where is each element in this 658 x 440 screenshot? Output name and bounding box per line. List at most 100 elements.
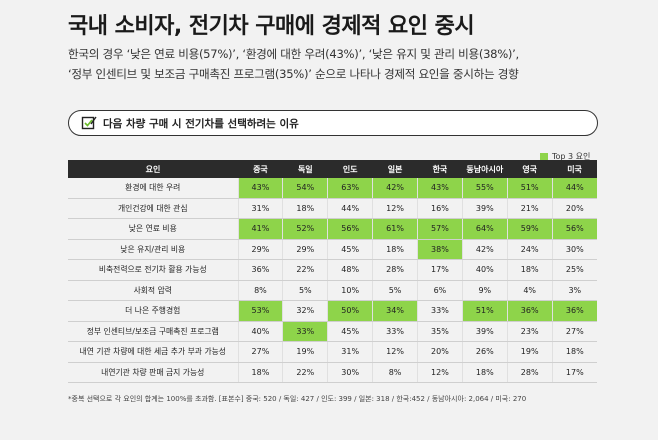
top3-value-cell: 43%	[237, 178, 283, 199]
legend-label: Top 3 요인	[552, 152, 591, 161]
top3-value-cell: 54%	[282, 178, 328, 199]
top3-value-cell: 36%	[506, 300, 553, 322]
top3-value-cell: 55%	[461, 178, 508, 199]
value-cell: 28%	[372, 259, 418, 281]
top3-value-cell: 51%	[506, 178, 553, 199]
value-cell: 18%	[282, 198, 328, 219]
value-cell: 18%	[551, 341, 597, 363]
value-cell: 12%	[372, 341, 418, 363]
value-cell: 24%	[506, 239, 553, 260]
column-header: 독일	[282, 160, 328, 178]
legend-swatch	[540, 152, 548, 161]
table-header-row: 요인 중국 독일 인도 일본 한국 동남아시아 영국 미국	[68, 160, 597, 178]
top3-value-cell: 63%	[327, 178, 373, 199]
top3-value-cell: 44%	[551, 178, 597, 199]
value-cell: 18%	[237, 362, 283, 383]
top3-value-cell: 50%	[327, 300, 373, 322]
top3-value-cell: 52%	[282, 218, 328, 240]
value-cell: 44%	[327, 198, 373, 219]
value-cell: 3%	[551, 280, 597, 301]
value-cell: 31%	[327, 341, 373, 363]
row-label: 내연기관 차량 판매 금지 가능성	[68, 362, 238, 383]
value-cell: 23%	[506, 321, 553, 342]
value-cell: 6%	[417, 280, 463, 301]
table-row: 환경에 대한 우려 43% 54% 63% 42% 43% 55% 51% 44%	[68, 178, 597, 199]
value-cell: 33%	[372, 321, 418, 342]
value-cell: 20%	[417, 341, 463, 363]
value-cell: 39%	[461, 321, 508, 342]
top3-value-cell: 51%	[461, 300, 508, 322]
value-cell: 18%	[506, 259, 553, 281]
row-label: 낮은 유지/관리 비용	[68, 239, 238, 260]
value-cell: 26%	[461, 341, 508, 363]
row-label: 낮은 연료 비용	[68, 218, 238, 240]
value-cell: 28%	[506, 362, 553, 383]
top3-value-cell: 42%	[372, 178, 418, 199]
value-cell: 5%	[372, 280, 418, 301]
top3-value-cell: 38%	[417, 239, 463, 260]
column-header: 영국	[507, 160, 553, 178]
table-row: 낮은 유지/관리 비용 29% 29% 45% 18% 38% 42% 24% 30%	[68, 239, 597, 260]
value-cell: 18%	[461, 362, 508, 383]
top3-value-cell: 64%	[461, 218, 508, 240]
row-label: 내연 기관 차량에 대한 세금 추가 부과 가능성	[68, 341, 238, 363]
top3-value-cell: 57%	[417, 218, 463, 240]
value-cell: 12%	[372, 198, 418, 219]
value-cell: 31%	[237, 198, 283, 219]
value-cell: 27%	[551, 321, 597, 342]
value-cell: 10%	[327, 280, 373, 301]
column-header: 인도	[327, 160, 373, 178]
value-cell: 22%	[282, 259, 328, 281]
value-cell: 17%	[417, 259, 463, 281]
value-cell: 32%	[282, 300, 328, 322]
row-label: 정부 인센티브/보조금 구매촉진 프로그램	[68, 321, 238, 342]
value-cell: 19%	[506, 341, 553, 363]
top3-value-cell: 43%	[417, 178, 463, 199]
column-header: 일본	[372, 160, 418, 178]
page-title: 국내 소비자, 전기차 구매에 경제적 요인 중시	[68, 14, 475, 39]
row-label: 더 나은 주행경험	[68, 300, 238, 322]
table-row: 정부 인센티브/보조금 구매촉진 프로그램 40% 33% 45% 33% 35% 39% 2…	[68, 321, 597, 342]
value-cell: 33%	[417, 300, 463, 322]
row-label: 환경에 대한 우려	[68, 178, 238, 199]
legend: Top 3 요인	[540, 146, 591, 161]
subtitle-line-2: ‘정부 인센티브 및 보조금 구매촉진 프로그램(35%)’ 순으로 나타나 경…	[68, 67, 519, 81]
table-body: 환경에 대한 우려 43% 54% 63% 42% 43% 55% 51% 44% 개인건강에 대…	[68, 178, 597, 383]
value-cell: 18%	[372, 239, 418, 260]
value-cell: 39%	[461, 198, 508, 219]
value-cell: 8%	[372, 362, 418, 383]
table-row: 낮은 연료 비용 41% 52% 56% 61% 57% 64% 59% 56%	[68, 218, 597, 240]
top3-value-cell: 56%	[327, 218, 373, 240]
section-title: 다음 차량 구매 시 전기차를 선택하려는 이유	[103, 118, 299, 130]
table-row: 비축전력으로 전기차 활용 가능성 36% 22% 48% 28% 17% 40% 18% 25…	[68, 259, 597, 281]
table-row: 개인건강에 대한 관심 31% 18% 44% 12% 16% 39% 21% 20%	[68, 198, 597, 219]
top3-value-cell: 33%	[282, 321, 328, 342]
value-cell: 4%	[506, 280, 553, 301]
value-cell: 8%	[237, 280, 283, 301]
value-cell: 27%	[237, 341, 283, 363]
value-cell: 45%	[327, 239, 373, 260]
subtitle-line-1: 한국의 경우 ‘낮은 연료 비용(57%)’, ‘환경에 대한 우려(43%)’…	[68, 47, 519, 61]
value-cell: 40%	[237, 321, 283, 342]
value-cell: 5%	[282, 280, 328, 301]
checkbox-pen-icon	[81, 116, 97, 130]
table-row: 내연 기관 차량에 대한 세금 추가 부과 가능성 27% 19% 31% 12% 20%…	[68, 341, 597, 363]
value-cell: 17%	[551, 362, 597, 383]
top3-value-cell: 53%	[237, 300, 283, 322]
table-row: 더 나은 주행경험 53% 32% 50% 34% 33% 51% 36% 36%	[68, 300, 597, 322]
value-cell: 30%	[551, 239, 597, 260]
footnote: *중복 선택으로 각 요인의 합계는 100%를 초과함. [표본수] 중국: …	[68, 395, 527, 403]
value-cell: 25%	[551, 259, 597, 281]
top3-value-cell: 36%	[551, 300, 597, 322]
value-cell: 48%	[327, 259, 373, 281]
page-subtitle: 한국의 경우 ‘낮은 연료 비용(57%)’, ‘환경에 대한 우려(43%)’…	[68, 44, 648, 84]
column-header: 동남아시아	[462, 160, 508, 178]
table-row: 사회적 압력 8% 5% 10% 5% 6% 9% 4% 3%	[68, 280, 597, 301]
value-cell: 45%	[327, 321, 373, 342]
row-label: 비축전력으로 전기차 활용 가능성	[68, 259, 238, 281]
top3-value-cell: 56%	[551, 218, 597, 240]
value-cell: 35%	[417, 321, 463, 342]
top3-value-cell: 34%	[372, 300, 418, 322]
column-header: 미국	[552, 160, 597, 178]
value-cell: 19%	[282, 341, 328, 363]
